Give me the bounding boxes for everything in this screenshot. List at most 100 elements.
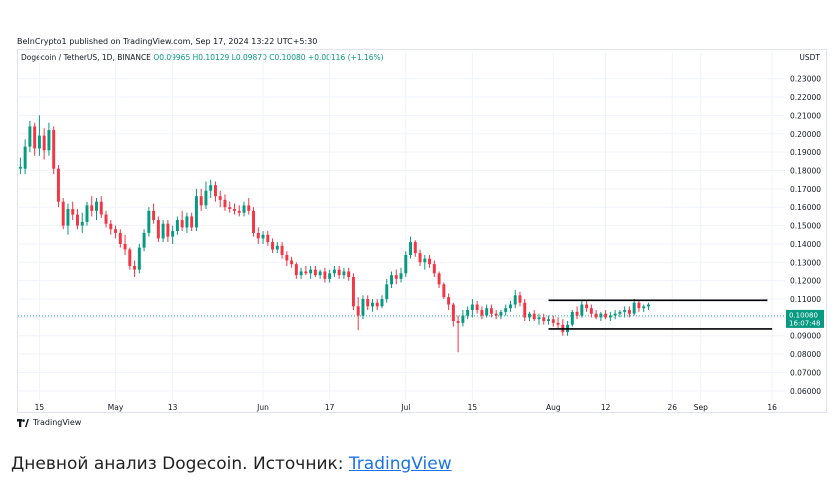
candle-body [256,232,260,239]
candle-body [114,229,118,233]
candle-body [171,231,175,237]
y-tick-label: 0.22000 [790,93,821,102]
symbol-name: Dogecoin / TetherUS, 1D, BINANCE [21,53,151,62]
candle-body [209,185,213,191]
candle-body [33,126,37,149]
candle-body [604,313,608,318]
candle-body [266,234,270,243]
candle-body [637,302,641,309]
candle-body [237,210,241,213]
y-tick-label: 0.14000 [790,240,821,249]
x-tick-label: Sep [694,403,708,412]
candle-body [261,234,265,239]
candle-body [175,220,179,232]
y-tick-label: 0.21000 [790,111,821,120]
candle-body [190,216,194,228]
candle-body [528,313,531,318]
candle-body [56,168,60,202]
candle-body [247,205,251,211]
symbol-legend: Dogecoin / TetherUS, 1D, BINANCE O0.0996… [21,53,384,62]
candle-body [480,310,484,316]
candle-body [518,295,522,303]
caption: Дневной анализ Dogecoin. Источник: Tradi… [11,454,452,474]
candle-body [437,273,441,285]
candle-body [323,271,327,279]
candle-body [80,221,84,226]
tradingview-brand[interactable]: TradingView [17,418,81,427]
y-tick-label: 0.17000 [790,185,821,194]
candle-body [99,201,103,215]
candle-body [52,130,56,169]
candle-body [556,322,560,325]
y-tick-label: 0.09000 [790,332,821,341]
y-tick-label: 0.12000 [790,277,821,286]
candle-body [85,205,89,222]
candle-body [646,304,650,307]
high-value: H0.10129 [192,53,230,62]
y-tick-label: 0.08000 [790,350,821,359]
candle-body [166,223,170,237]
candle-body [447,297,451,305]
x-tick-label: May [108,403,124,412]
candle-body [128,249,132,266]
candle-body [585,304,589,309]
candle-body [375,302,379,307]
candle-body [66,209,70,226]
candle-body [280,245,284,255]
candle-body [123,243,127,250]
candle-body [313,269,317,276]
x-tick-label: Jun [256,403,269,412]
candle-body [575,311,579,316]
candle-body [252,210,255,233]
candle-body [485,308,489,316]
candle-body [95,201,98,211]
last-price-value: 0.10080 [789,311,818,319]
candle-body [285,254,289,261]
candle-body [242,205,246,213]
caption-text: Дневной анализ Dogecoin. Источник: [11,454,349,474]
candle-body [513,295,517,305]
candle-body [380,299,384,307]
x-tick-label: 17 [325,403,335,412]
candle-body [275,245,279,250]
candle-body [366,299,370,307]
candle-body [570,311,574,325]
y-tick-label: 0.18000 [790,166,821,175]
candle-body [409,242,413,255]
candle-body [194,196,198,228]
currency-label[interactable]: USDT [799,53,820,62]
x-tick-label: Jul [400,403,410,412]
candle-body [28,126,32,147]
candle-body [632,302,636,314]
candle-body [347,271,351,277]
candle-body [413,242,417,254]
published-info: BeInCrypto1 published on TradingView.com… [17,37,318,46]
candle-body [104,214,108,224]
candle-body [466,310,470,316]
candle-body [470,304,474,311]
candle-body [290,260,294,265]
candle-body [475,304,479,311]
candle-body [418,253,422,263]
candle-body [594,313,598,318]
candle-body [180,220,184,228]
open-value: O0.09965 [153,53,191,62]
tradingview-brand-label: TradingView [33,418,82,427]
candle-body [228,207,232,210]
candle-body [351,276,355,307]
candle-body [394,275,398,279]
low-value: L0.09870 [231,53,267,62]
y-tick-label: 0.13000 [790,258,821,267]
candle-body [42,135,46,151]
candle-body [185,216,189,228]
candle-body [147,210,151,233]
candle-body [90,205,94,211]
candle-body [318,271,322,276]
candle-body [199,196,203,206]
x-tick-label: 12 [601,403,611,412]
caption-source-link[interactable]: TradingView [348,454,452,474]
candle-body [432,264,436,274]
candle-body [442,284,446,298]
candle-body [361,299,365,316]
